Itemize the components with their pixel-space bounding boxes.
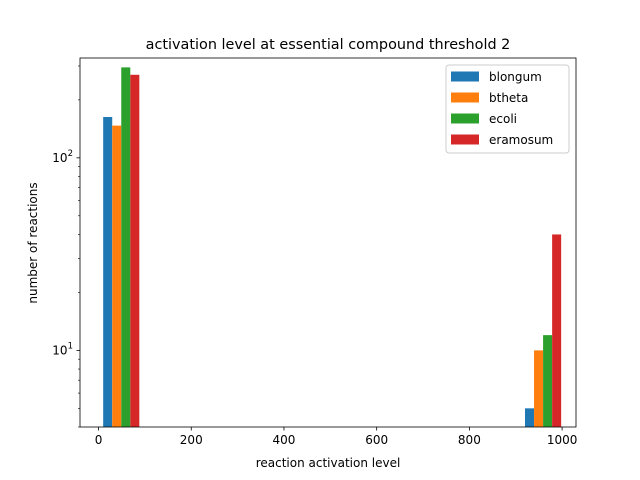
bar-eramosum-1: [552, 234, 562, 427]
bar-ecoli-1: [543, 335, 553, 427]
y-axis-label: number of reactions: [26, 182, 40, 303]
legend-label-btheta: btheta: [489, 91, 528, 105]
y-tick-label: 101: [52, 341, 73, 357]
legend-label-blongum: blongum: [489, 70, 542, 84]
bar-btheta-0: [112, 125, 122, 427]
chart-title: activation level at essential compound t…: [146, 37, 511, 53]
legend-swatch-ecoli: [451, 113, 479, 124]
x-tick-label: 1000: [547, 433, 578, 447]
x-axis-label: reaction activation level: [256, 456, 401, 470]
x-tick-label: 0: [95, 433, 103, 447]
legend-label-eramosum: eramosum: [489, 133, 553, 147]
plot-area: 0 200 400 600 800 1000 101 102: [52, 57, 578, 447]
legend-swatch-btheta: [451, 92, 479, 103]
x-tick-label: 200: [180, 433, 203, 447]
x-tick-label: 400: [273, 433, 296, 447]
bar-blongum-0: [103, 116, 113, 428]
legend: blongum btheta ecoli eramosum: [445, 64, 570, 154]
bar-eramosum-0: [130, 74, 140, 428]
y-tick-label: 102: [52, 149, 73, 165]
legend-swatch-blongum: [451, 71, 479, 82]
x-tick-label: 600: [365, 433, 388, 447]
legend-box: [445, 64, 570, 154]
legend-swatch-eramosum: [451, 134, 479, 145]
legend-label-ecoli: ecoli: [489, 112, 517, 126]
x-tick-label: 800: [458, 433, 481, 447]
axes-frame: [79, 57, 577, 428]
bar-blongum-1: [525, 408, 535, 427]
bar-btheta-1: [534, 350, 544, 427]
bar-ecoli-0: [121, 67, 131, 427]
